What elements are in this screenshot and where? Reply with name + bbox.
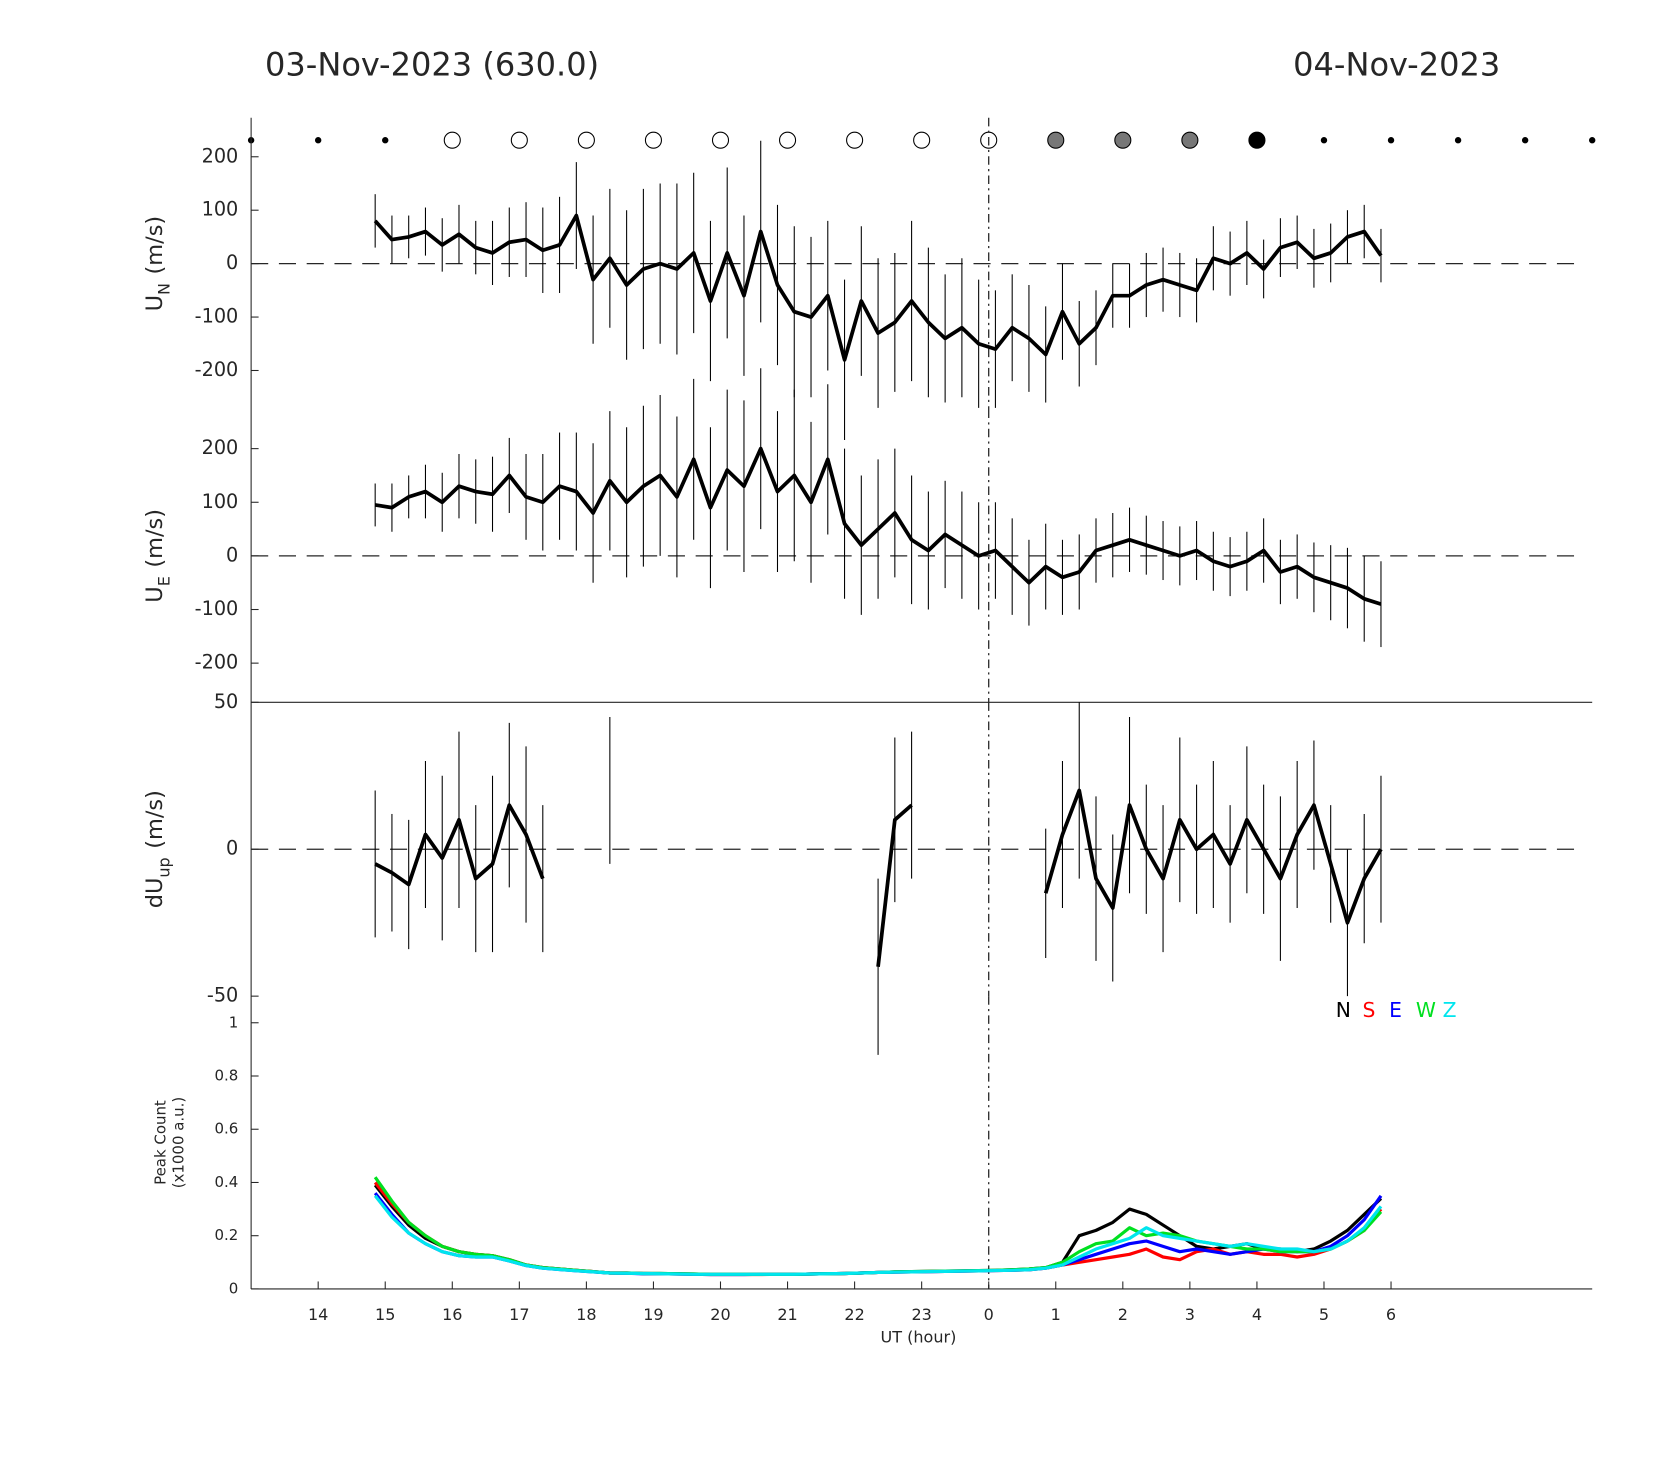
y-tick-label: 100	[202, 490, 239, 513]
marker	[314, 137, 322, 144]
y-label-sub: E	[154, 576, 173, 586]
legend-entry: S	[1362, 998, 1375, 1022]
legend-entry: N	[1336, 998, 1351, 1022]
y-tick-label: -200	[195, 358, 239, 381]
data-line	[373, 1194, 1383, 1276]
y-axis-label: Peak Count(x1000 a.u.)	[151, 1097, 187, 1188]
y-axis-label: UE (m/s)	[141, 509, 173, 603]
x-tick-label: 23	[911, 1305, 931, 1324]
y-tick-label: 200	[202, 436, 239, 459]
y-axis-label: dUup (m/s)	[141, 790, 173, 908]
y-tick-label: 0.6	[215, 1120, 239, 1138]
y-tick-label: -100	[195, 305, 239, 328]
legend-entry: E	[1389, 998, 1402, 1022]
marker	[577, 131, 595, 149]
data-line	[373, 1192, 1383, 1277]
y-tick-label: 0.2	[215, 1226, 239, 1244]
x-tick-label: 15	[375, 1305, 395, 1324]
x-tick-label: 6	[1386, 1305, 1396, 1324]
marker	[1181, 131, 1199, 149]
x-tick-label: 4	[1252, 1305, 1262, 1324]
marker	[913, 131, 931, 149]
y-tick-label: 0.8	[215, 1067, 239, 1085]
marker	[1454, 137, 1462, 144]
y-label-unit: (m/s)	[141, 790, 167, 849]
marker	[846, 131, 864, 149]
y-label-main: U	[141, 295, 167, 311]
y-label-unit: (m/s)	[141, 509, 167, 568]
x-tick-label: 2	[1118, 1305, 1128, 1324]
y-label-sub: N	[154, 283, 173, 295]
y-label-main: dU	[141, 878, 167, 909]
y-tick-label: 50	[214, 690, 238, 713]
marker	[644, 131, 662, 149]
y-tick-label: 0	[226, 837, 238, 860]
marker	[382, 137, 389, 144]
x-tick-label: 16	[442, 1305, 462, 1324]
y-label-unit: (m/s)	[141, 216, 167, 275]
y-axis-label: UN (m/s)	[141, 216, 173, 312]
x-tick-label: 1	[1051, 1305, 1061, 1324]
left-title: 03-Nov-2023 (630.0)	[265, 45, 599, 83]
marker	[1047, 131, 1065, 149]
x-tick-label: 3	[1185, 1305, 1195, 1324]
marker	[1114, 131, 1132, 149]
y-tick-label: 200	[202, 144, 239, 167]
y-tick-label: -200	[195, 651, 239, 674]
right-title: 04-Nov-2023	[1293, 45, 1500, 83]
marker	[711, 131, 730, 149]
y-tick-label: 0	[226, 251, 238, 274]
sky-markers	[247, 131, 1596, 149]
marker	[443, 131, 461, 149]
x-tick-label: 14	[308, 1305, 328, 1324]
y-label-sub: up	[154, 857, 173, 877]
x-tick-label: 21	[777, 1305, 797, 1324]
data-line	[373, 1181, 1383, 1277]
marker	[1248, 131, 1266, 149]
x-tick-label: 5	[1319, 1305, 1329, 1324]
x-tick-label: 0	[984, 1305, 994, 1324]
x-tick-label: 17	[509, 1305, 529, 1324]
marker	[1320, 137, 1328, 144]
legend-entry: W	[1416, 998, 1436, 1022]
y-label-line: (x1000 a.u.)	[169, 1097, 187, 1188]
y-tick-label: 0.4	[215, 1173, 239, 1191]
legend-entry: Z	[1443, 998, 1457, 1022]
marker	[1387, 137, 1395, 144]
y-tick-label: -100	[195, 597, 239, 620]
x-axis-label: UT (hour)	[881, 1328, 957, 1347]
marker	[1521, 137, 1529, 144]
x-tick-label: 18	[576, 1305, 596, 1324]
marker	[1588, 137, 1596, 144]
plot-area	[373, 1176, 1383, 1277]
marker	[779, 131, 797, 149]
x-tick-label: 22	[844, 1305, 864, 1324]
y-tick-label: 1	[229, 1013, 239, 1031]
y-tick-label: 0	[229, 1279, 239, 1297]
y-label-line: Peak Count	[151, 1100, 169, 1185]
y-tick-label: -50	[207, 984, 238, 1007]
marker	[510, 131, 528, 149]
y-tick-label: 0	[226, 543, 238, 566]
data-line	[373, 1176, 1383, 1276]
y-tick-label: 100	[202, 198, 239, 221]
x-tick-label: 19	[643, 1305, 663, 1324]
data-line	[373, 1184, 1383, 1276]
x-tick-label: 20	[710, 1305, 730, 1324]
y-label-main: U	[141, 586, 167, 602]
